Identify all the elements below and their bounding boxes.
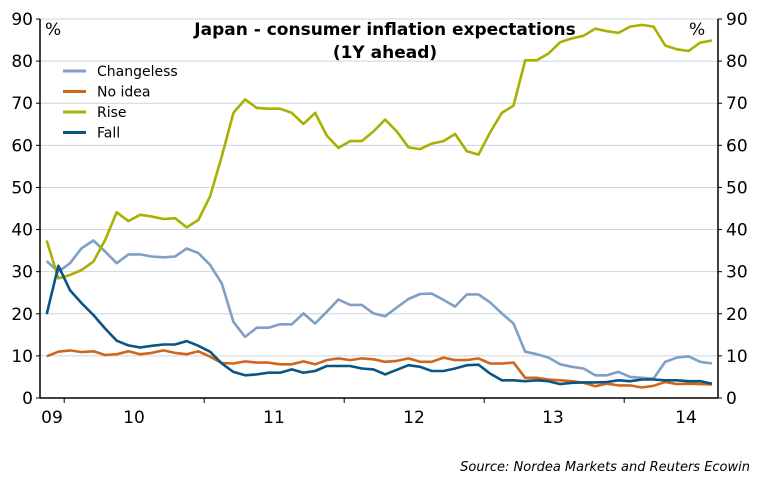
y-tick-label-right: 20 <box>726 305 748 325</box>
y-tick-label-left: 40 <box>11 221 33 241</box>
y-tick-label-right: 40 <box>726 221 748 241</box>
x-tick-labels: 09 10 11 12 13 14 <box>41 398 697 428</box>
y-tick-label-right: 60 <box>726 136 748 156</box>
chart-title: Japan - consumer inflation expectations <box>193 20 575 40</box>
y-tick-label-left: 70 <box>11 94 33 114</box>
y-tick-label-right: 30 <box>726 263 748 283</box>
x-tick-label: 14 <box>675 408 697 428</box>
y-tick-label-left: 20 <box>11 305 33 325</box>
y-tick-label-right: 80 <box>726 52 748 72</box>
x-tick-label: 10 <box>123 408 145 428</box>
y-tick-label-right: 10 <box>726 347 748 367</box>
left-unit-label: % <box>45 20 61 40</box>
y-tick-label-left: 30 <box>11 263 33 283</box>
y-tick-label-right: 90 <box>726 10 748 30</box>
right-unit-label: % <box>689 20 705 40</box>
y-tick-label-right: 50 <box>726 178 748 198</box>
y-tick-label-left: 90 <box>11 10 33 30</box>
y-tick-label-left: 80 <box>11 52 33 72</box>
series-line-rise <box>45 23 713 280</box>
source-note: Source: Nordea Markets and Reuters Ecowi… <box>460 460 750 475</box>
y-tick-label-left: 10 <box>11 347 33 367</box>
series-line-changeless <box>45 239 713 380</box>
y-tick-label-right: 70 <box>726 94 748 114</box>
legend-label: Changeless <box>97 64 178 80</box>
x-tick-label: 09 <box>41 408 63 428</box>
series-lines <box>45 23 713 389</box>
legend-label: Rise <box>97 105 127 121</box>
x-tick-label: 12 <box>403 408 425 428</box>
y-tick-labels: 0 0 10 10 20 20 30 30 40 40 50 50 60 60 70 70 80 80 90 90 <box>11 10 747 409</box>
x-tick-label: 11 <box>263 408 285 428</box>
legend: Changeless No idea Rise Fall <box>63 64 178 142</box>
series-line-no-idea <box>46 349 712 389</box>
y-tick-label-left: 50 <box>11 178 33 198</box>
x-tick-label: 13 <box>542 408 564 428</box>
legend-label: No idea <box>97 85 150 101</box>
y-tick-label-left: 0 <box>22 389 33 409</box>
legend-label: Fall <box>97 126 120 142</box>
chart-subtitle: (1Y ahead) <box>333 43 437 63</box>
y-tick-label-right: 0 <box>726 389 737 409</box>
y-tick-label-left: 60 <box>11 136 33 156</box>
series-line-fall <box>45 264 713 386</box>
gridlines <box>40 18 718 357</box>
